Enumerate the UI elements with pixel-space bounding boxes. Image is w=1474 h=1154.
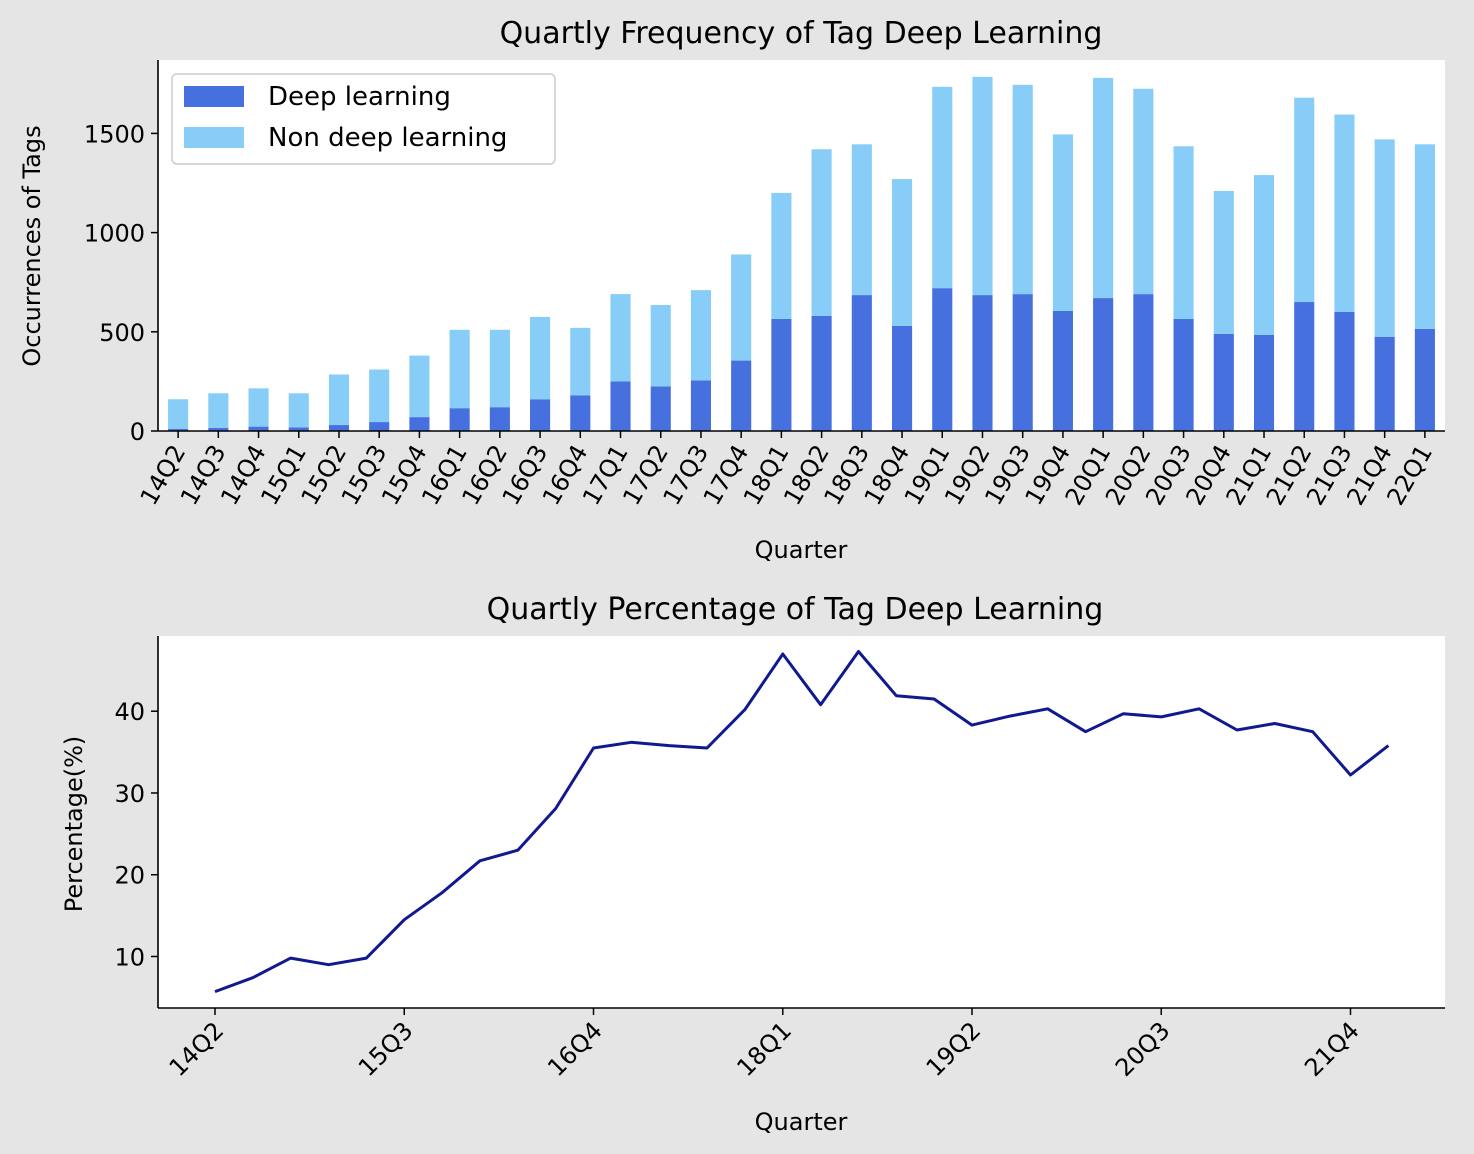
bar-chart-title: Quartly Frequency of Tag Deep Learning: [500, 16, 1103, 51]
bar-deep-21Q1: [1253, 334, 1275, 431]
bar-non-deep-22Q1: [1414, 144, 1435, 329]
bar-non-deep-21Q3: [1334, 114, 1355, 312]
legend-swatch-deep: [184, 86, 244, 107]
bar-deep-17Q1: [610, 381, 631, 431]
bar-non-deep-14Q4: [248, 388, 269, 427]
bar-non-deep-16Q3: [530, 316, 551, 400]
line-y-ticks: 10 20 30 40: [114, 698, 158, 971]
bar-non-deep-16Q1: [449, 329, 470, 409]
bar-y-tick-label: 500: [99, 319, 145, 347]
bar-deep-19Q2: [972, 295, 993, 431]
bar-deep-20Q3: [1173, 318, 1194, 431]
bar-non-deep-20Q1: [1093, 77, 1114, 299]
bar-deep-18Q4: [891, 325, 913, 431]
bar-non-deep-16Q4: [570, 327, 591, 396]
bar-deep-21Q3: [1334, 311, 1355, 431]
bar-deep-17Q3: [690, 380, 712, 431]
bar-non-deep-15Q1: [288, 393, 309, 428]
bar-non-deep-18Q3: [851, 144, 872, 296]
line-plot-area: [158, 636, 1445, 1008]
bar-non-deep-17Q4: [731, 254, 752, 361]
bar-deep-16Q1: [449, 408, 470, 431]
bar-non-deep-14Q3: [208, 393, 229, 429]
bar-non-deep-20Q4: [1213, 190, 1234, 334]
bar-non-deep-15Q4: [409, 355, 430, 418]
bar-non-deep-21Q2: [1294, 97, 1315, 303]
bar-non-deep-19Q2: [972, 76, 993, 296]
bar-deep-21Q2: [1294, 302, 1315, 431]
bar-deep-18Q2: [811, 315, 832, 431]
line-y-axis-label: Percentage(%): [60, 736, 88, 913]
bar-non-deep-21Q1: [1253, 175, 1275, 335]
bar-deep-14Q3: [208, 428, 229, 431]
line-x-axis-label: Quarter: [755, 1108, 848, 1136]
bar-deep-15Q4: [409, 417, 430, 431]
legend-box: [171, 73, 556, 165]
bar-y-tick-label: 1000: [84, 220, 145, 248]
bar-non-deep-17Q3: [690, 290, 712, 381]
bar-deep-18Q1: [771, 318, 792, 431]
bar-deep-17Q4: [731, 360, 752, 431]
bar-deep-16Q4: [570, 395, 591, 431]
bar-deep-15Q2: [328, 425, 350, 431]
line-chart-title: Quartly Percentage of Tag Deep Learning: [487, 592, 1104, 627]
bar-y-ticks: 0 500 1000 1500: [84, 120, 158, 446]
bar-deep-21Q4: [1374, 336, 1395, 431]
bar-deep-16Q3: [530, 399, 551, 431]
line-chart: Quartly Percentage of Tag Deep Learning …: [60, 592, 1445, 1136]
bar-non-deep-19Q3: [1012, 84, 1033, 295]
bar-deep-22Q1: [1414, 328, 1435, 431]
bar-deep-14Q4: [248, 426, 269, 431]
bar-deep-17Q2: [650, 386, 671, 431]
line-y-tick-label: 10: [114, 943, 145, 971]
legend-label-non-deep: Non deep learning: [268, 123, 507, 153]
bar-deep-15Q3: [369, 422, 390, 431]
bar-marks: [168, 76, 1435, 431]
bar-y-tick-label: 1500: [84, 120, 145, 148]
bar-legend: Deep learning Non deep learning: [171, 73, 556, 165]
bar-deep-14Q2: [168, 429, 189, 431]
legend-label-deep: Deep learning: [268, 82, 451, 112]
bar-deep-20Q4: [1213, 333, 1234, 431]
bar-non-deep-17Q1: [610, 294, 631, 382]
bar-non-deep-19Q4: [1052, 134, 1073, 311]
bar-deep-18Q3: [851, 295, 872, 431]
bar-y-tick-label: 0: [130, 418, 145, 446]
bar-chart: Quartly Frequency of Tag Deep Learning O…: [18, 16, 1445, 564]
bar-non-deep-20Q3: [1173, 146, 1194, 319]
bar-deep-16Q2: [489, 407, 510, 431]
line-y-tick-label: 20: [114, 862, 145, 890]
bar-y-axis-label: Occurrences of Tags: [18, 125, 46, 366]
bar-non-deep-19Q1: [932, 86, 953, 289]
bar-deep-19Q1: [932, 288, 953, 431]
bar-non-deep-18Q1: [771, 192, 792, 319]
bar-deep-20Q2: [1133, 294, 1154, 431]
legend-swatch-non-deep: [184, 127, 244, 148]
bar-non-deep-18Q2: [811, 149, 832, 316]
line-y-tick-label: 40: [114, 698, 145, 726]
bar-deep-19Q3: [1012, 294, 1033, 431]
percentage-line: [214, 650, 1390, 994]
bar-non-deep-18Q4: [891, 179, 913, 326]
bar-non-deep-16Q2: [489, 329, 510, 408]
bar-non-deep-14Q2: [168, 399, 189, 430]
bar-non-deep-21Q4: [1374, 139, 1395, 337]
line-y-tick-label: 30: [114, 780, 145, 808]
bar-deep-15Q1: [288, 427, 309, 431]
bar-x-axis-label: Quarter: [755, 536, 848, 564]
bar-non-deep-15Q2: [328, 374, 350, 426]
bar-non-deep-20Q2: [1133, 88, 1154, 295]
bar-non-deep-17Q2: [650, 305, 671, 387]
bar-non-deep-15Q3: [369, 369, 390, 423]
bar-deep-20Q1: [1093, 298, 1114, 431]
bar-deep-19Q4: [1052, 310, 1073, 431]
